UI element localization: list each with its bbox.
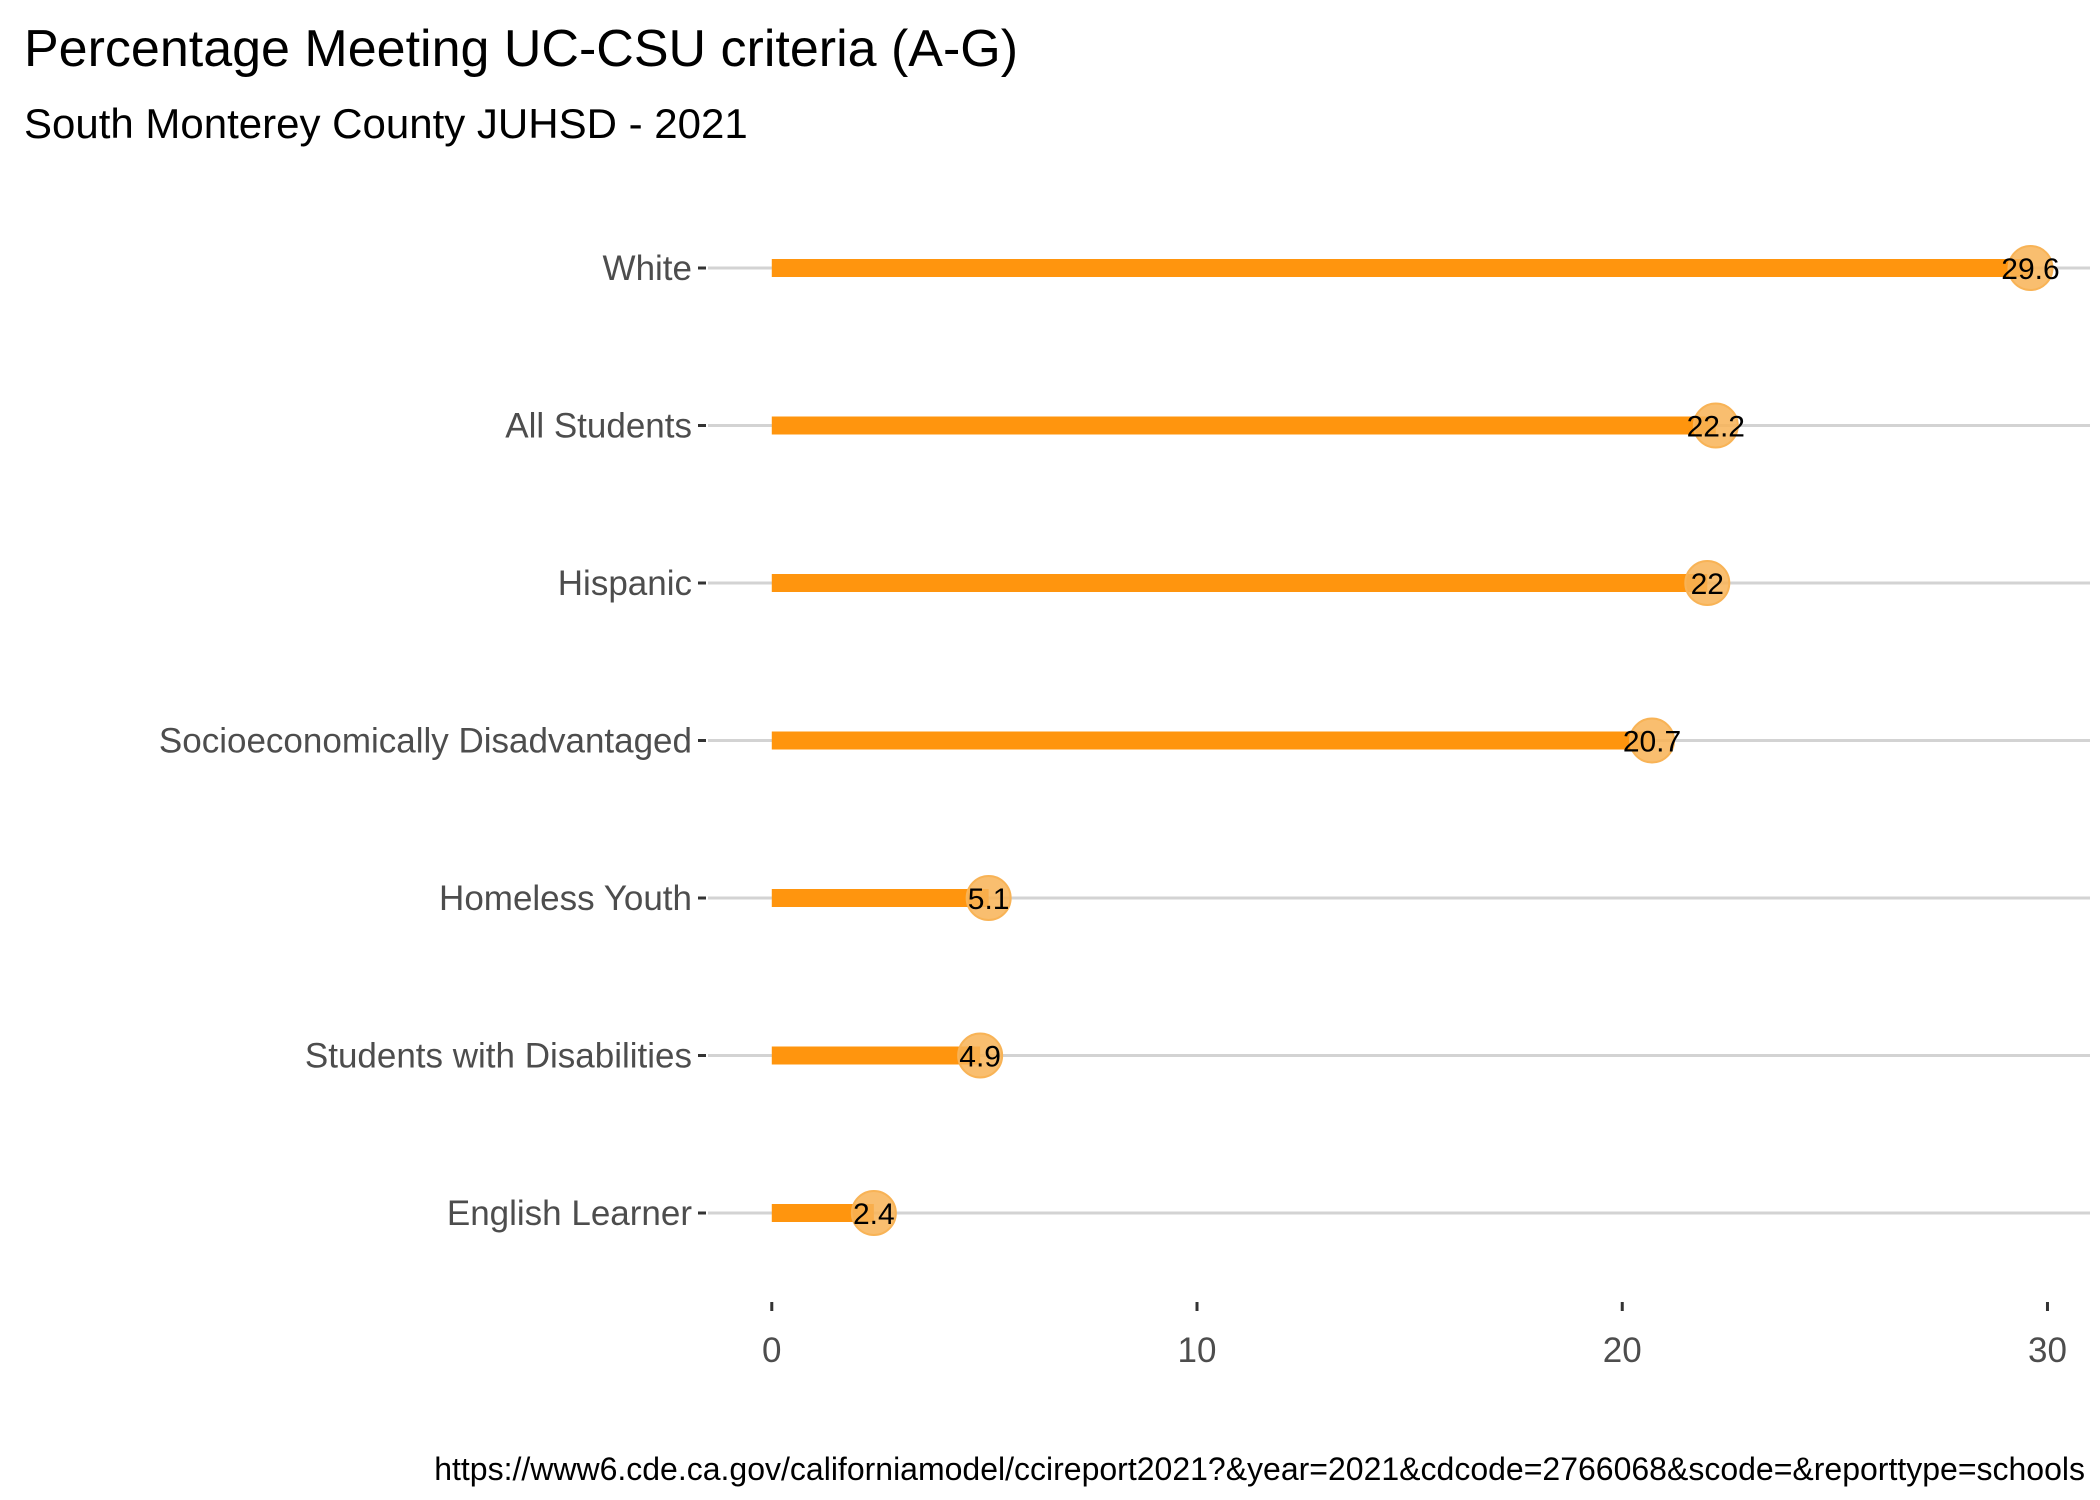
value-label: 4.9 bbox=[959, 1041, 1001, 1074]
chart-subtitle: South Monterey County JUHSD - 2021 bbox=[24, 100, 748, 147]
category-label: Socioeconomically Disadvantaged bbox=[159, 722, 692, 761]
category-label: All Students bbox=[505, 407, 692, 446]
data-point bbox=[1692, 402, 1739, 449]
data-point bbox=[2007, 245, 2054, 291]
value-label: 22.2 bbox=[1687, 411, 1745, 444]
category-label: Hispanic bbox=[558, 564, 692, 603]
category-label: English Learner bbox=[447, 1194, 692, 1233]
value-label: 20.7 bbox=[1623, 726, 1681, 759]
category-label: White bbox=[603, 249, 692, 288]
value-label: 5.1 bbox=[968, 883, 1010, 916]
plot-area: White 29.6 All Students 22.2 Hispanic 22 Socio… bbox=[159, 245, 2090, 1370]
chart-caption: https://www6.cde.ca.gov/californiamodel/… bbox=[434, 1451, 2085, 1487]
data-point bbox=[850, 1190, 897, 1236]
value-label: 22 bbox=[1691, 568, 1724, 601]
category-label: Students with Disabilities bbox=[305, 1037, 692, 1076]
category-label: Homeless Youth bbox=[439, 879, 692, 918]
data-point bbox=[957, 1032, 1004, 1079]
x-tick-label: 20 bbox=[1603, 1331, 1642, 1370]
value-label: 29.6 bbox=[2001, 253, 2059, 286]
value-label: 2.4 bbox=[853, 1198, 895, 1231]
x-tick-label: 10 bbox=[1178, 1331, 1217, 1370]
x-tick-label: 0 bbox=[762, 1331, 781, 1370]
x-tick-label: 30 bbox=[2028, 1331, 2067, 1370]
data-point bbox=[1629, 717, 1676, 764]
data-point bbox=[965, 875, 1012, 921]
chart-title: Percentage Meeting UC-CSU criteria (A-G) bbox=[24, 20, 1018, 78]
data-point bbox=[1684, 560, 1731, 606]
